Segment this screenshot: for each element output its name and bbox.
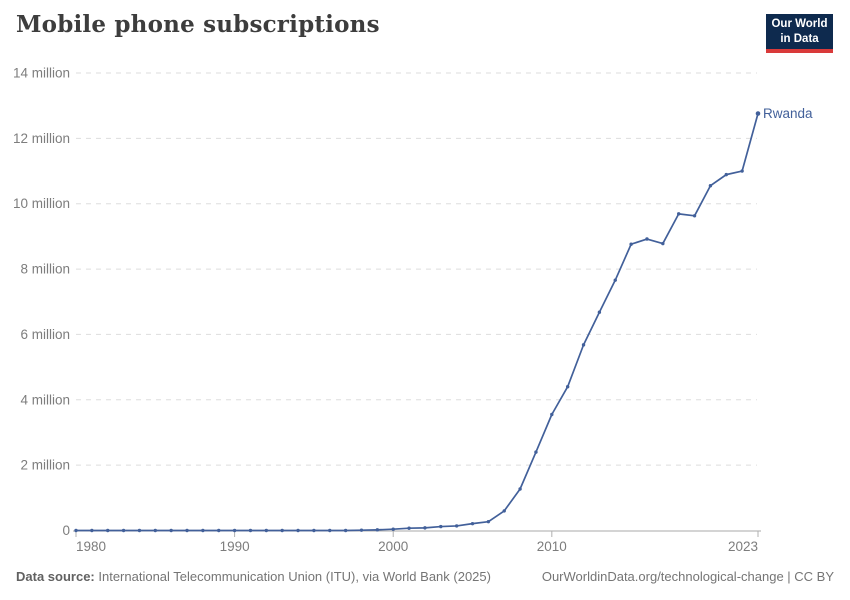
data-point (740, 169, 744, 173)
data-point (629, 242, 633, 246)
data-point (169, 528, 173, 533)
data-point (201, 528, 205, 533)
data-point (454, 524, 459, 528)
data-point (328, 528, 332, 533)
data-point (550, 412, 554, 417)
data-point (565, 385, 570, 389)
y-axis-label: 0 (62, 523, 70, 538)
data-point (74, 528, 78, 533)
data-point (502, 509, 506, 513)
data-point (248, 528, 253, 533)
data-point (121, 528, 126, 533)
y-axis-label: 6 million (20, 327, 70, 342)
data-point (439, 524, 443, 529)
series-end-label: Rwanda (763, 106, 813, 121)
data-point (232, 528, 237, 533)
data-point (423, 526, 427, 530)
data-point (153, 528, 158, 533)
data-point (661, 241, 665, 246)
data-point (185, 528, 189, 533)
x-axis-label: 1990 (220, 539, 250, 554)
y-axis-label: 4 million (20, 392, 70, 407)
data-point (217, 528, 221, 533)
owid-logo-line1: Our World (771, 18, 828, 31)
data-point (581, 343, 586, 347)
data-source-text: International Telecommunication Union (I… (98, 569, 491, 584)
owid-logo-line2: in Data (780, 32, 819, 45)
y-axis-label: 12 million (13, 131, 70, 146)
y-axis-label: 10 million (13, 196, 70, 211)
data-point (137, 528, 142, 533)
data-point (613, 278, 617, 282)
x-axis-label: 2023 (728, 539, 758, 554)
data-point (264, 528, 269, 533)
x-axis-label: 2000 (378, 539, 408, 554)
data-point (518, 487, 522, 491)
x-axis-label: 2010 (537, 539, 567, 554)
data-point (692, 214, 697, 218)
data-point (407, 526, 411, 530)
data-line (75, 112, 759, 532)
owid-link[interactable]: OurWorldinData.org/technological-change … (541, 569, 834, 584)
data-point (645, 237, 649, 241)
data-point (375, 528, 380, 532)
data-point (470, 521, 475, 526)
chart-footer: Data source: International Telecommunica… (16, 569, 834, 584)
data-point (486, 519, 491, 524)
data-source-note: Data source: International Telecommunica… (16, 569, 491, 584)
data-point (90, 528, 94, 533)
data-point (676, 212, 681, 216)
data-point (343, 528, 348, 533)
data-point (296, 528, 300, 533)
data-point (724, 172, 728, 177)
data-point (708, 184, 713, 188)
y-axis-label: 8 million (20, 262, 70, 277)
data-point (280, 528, 284, 533)
data-point (755, 111, 761, 116)
y-axis-label: 14 million (13, 66, 70, 81)
data-point (391, 527, 395, 531)
data-point (312, 528, 316, 533)
data-source-label: Data source: (16, 569, 95, 584)
y-axis-label: 2 million (20, 458, 70, 473)
data-point (106, 528, 110, 533)
data-point (534, 450, 538, 454)
chart-title: Mobile phone subscriptions (16, 11, 380, 38)
x-axis-label: 1980 (76, 539, 106, 554)
data-point (597, 310, 602, 314)
data-point (359, 528, 364, 532)
owid-logo[interactable]: Our World in Data (766, 14, 833, 53)
